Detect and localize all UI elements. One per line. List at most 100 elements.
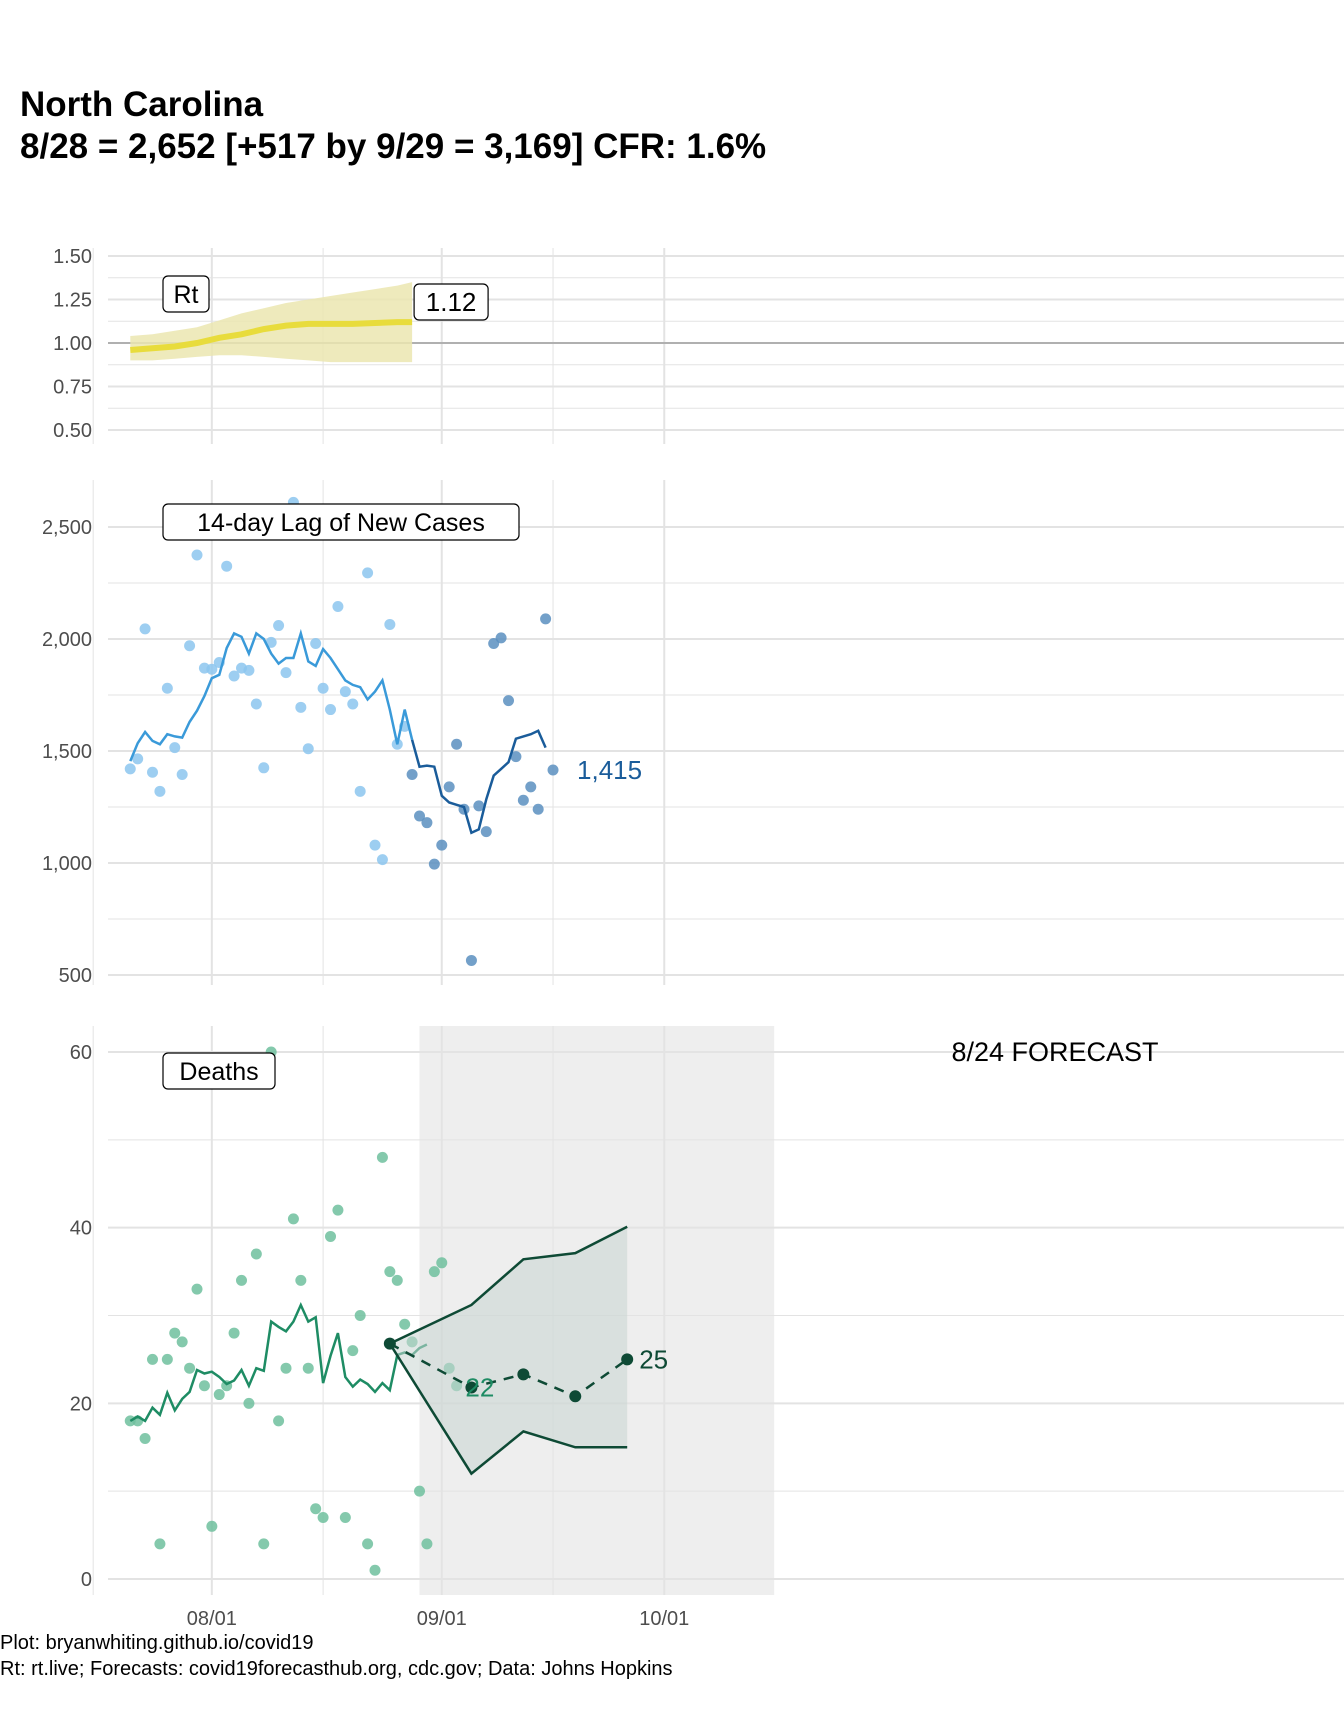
cases-data-point xyxy=(302,743,314,755)
caption-line1: Plot: bryanwhiting.github.io/covid19 xyxy=(0,1632,314,1654)
cases-data-point xyxy=(525,781,537,793)
deaths-data-point xyxy=(258,1538,270,1550)
cases-rolling-line-recent xyxy=(410,729,547,835)
rt-panel-label: Rt xyxy=(162,275,210,313)
cases-data-point xyxy=(532,803,544,815)
rt-panel-label-text: Rt xyxy=(174,281,199,309)
cases-data-point xyxy=(547,764,559,776)
cases-data-point xyxy=(124,763,136,775)
forecast-lower-line xyxy=(388,1342,628,1476)
deaths-data-point xyxy=(139,1432,151,1444)
forecast-point xyxy=(383,1337,396,1350)
cases-data-point xyxy=(339,686,351,698)
x-tick-label: 10/01 xyxy=(639,1608,689,1630)
cases-ytick-label: 500 xyxy=(59,965,92,987)
deaths-gridlines xyxy=(92,1026,1344,1595)
cases-data-point xyxy=(406,769,418,781)
cases-data-point xyxy=(510,751,522,763)
cases-data-point xyxy=(184,640,196,652)
cases-ytick-label: 1,000 xyxy=(42,853,92,875)
deaths-data-point xyxy=(295,1274,307,1286)
deaths-rolling-line xyxy=(129,1301,428,1423)
deaths-data-point xyxy=(384,1266,396,1278)
deaths-data-point xyxy=(184,1362,196,1374)
cases-gridlines xyxy=(92,480,1344,985)
cases-data-point xyxy=(206,663,218,675)
cases-data-point xyxy=(354,785,366,797)
rt-ytick-label: 1.50 xyxy=(53,246,92,268)
cases-data-point xyxy=(221,560,233,572)
cases-data-point xyxy=(428,858,440,870)
deaths-data-point xyxy=(206,1520,218,1532)
cases-data-point xyxy=(228,670,240,682)
cases-end-label: 1,415 xyxy=(577,755,642,785)
deaths-ytick-label: 40 xyxy=(70,1218,92,1240)
deaths-data-point xyxy=(339,1512,351,1524)
deaths-ytick-label: 60 xyxy=(70,1042,92,1064)
deaths-data-point xyxy=(176,1336,188,1348)
deaths-data-point xyxy=(391,1274,403,1286)
forecast-end-label: 25 xyxy=(639,1344,668,1374)
x-tick-label: 08/01 xyxy=(187,1608,237,1630)
cases-data-point xyxy=(161,682,173,694)
deaths-data-point xyxy=(287,1213,299,1225)
cases-data-point xyxy=(265,636,277,648)
forecast-point xyxy=(621,1353,634,1366)
forecast-upper-line xyxy=(389,1225,628,1345)
deaths-data-point xyxy=(250,1248,262,1260)
deaths-data-point xyxy=(414,1485,426,1497)
rt-ytick-label: 0.75 xyxy=(53,377,92,399)
deaths-data-point xyxy=(213,1389,225,1401)
caption-line2: Rt: rt.live; Forecasts: covid19forecasth… xyxy=(0,1658,673,1680)
chart-title-line1: North Carolina xyxy=(20,85,264,124)
deaths-data-point xyxy=(273,1415,285,1427)
deaths-data-point xyxy=(399,1318,411,1330)
cases-rolling-line xyxy=(129,628,414,762)
cases-data-point xyxy=(503,695,515,707)
chart-title: North Carolina 8/28 = 2,652 [+517 by 9/2… xyxy=(20,84,766,168)
cases-data-point xyxy=(473,800,485,812)
cases-panel-label: 14-day Lag of New Cases xyxy=(162,503,520,541)
cases-data-point xyxy=(191,549,203,561)
cases-data-point xyxy=(258,762,270,774)
cases-ytick-label: 2,500 xyxy=(42,517,92,539)
cases-data-point xyxy=(451,738,463,750)
deaths-data-point xyxy=(347,1345,359,1357)
deaths-data-point xyxy=(428,1266,440,1278)
cases-data-point xyxy=(139,623,151,635)
cases-ytick-label: 2,000 xyxy=(42,629,92,651)
deaths-data-point xyxy=(236,1274,248,1286)
cases-data-point xyxy=(480,826,492,838)
deaths-data-point xyxy=(161,1353,173,1365)
caption: Plot: bryanwhiting.github.io/covid19 Rt:… xyxy=(0,1630,673,1682)
cases-data-point xyxy=(132,753,144,765)
cases-data-point xyxy=(443,781,455,793)
rt-ytick-label: 0.50 xyxy=(53,420,92,442)
cases-data-point xyxy=(517,794,529,806)
rt-end-label-text: 1.12 xyxy=(426,287,477,317)
forecast-point xyxy=(465,1381,478,1394)
cases-data-point xyxy=(495,632,507,644)
cases-data-point xyxy=(332,601,344,613)
forecast-point xyxy=(569,1390,582,1403)
cases-data-point xyxy=(310,637,322,649)
rt-ytick-label: 1.25 xyxy=(53,290,92,312)
deaths-panel-label: Deaths xyxy=(162,1052,276,1090)
deaths-data-point xyxy=(325,1230,337,1242)
deaths-data-point xyxy=(191,1283,203,1295)
cases-data-point xyxy=(295,701,307,713)
deaths-data-point xyxy=(436,1257,448,1269)
forecast-band xyxy=(389,1226,628,1474)
rt-panel-label-box xyxy=(162,275,210,313)
cases-data-point xyxy=(273,620,285,632)
deaths-data-point xyxy=(362,1538,374,1550)
cases-data-point xyxy=(317,682,329,694)
cases-panel-label-text: 14-day Lag of New Cases xyxy=(197,509,485,537)
deaths-panel-label-box xyxy=(162,1052,276,1090)
forecast-start-label: 22 xyxy=(465,1373,494,1403)
cases-data-point xyxy=(347,698,359,710)
deaths-data-point xyxy=(228,1327,240,1339)
cases-data-point xyxy=(154,785,166,797)
cases-data-point xyxy=(414,810,426,822)
cases-data-point xyxy=(176,769,188,781)
